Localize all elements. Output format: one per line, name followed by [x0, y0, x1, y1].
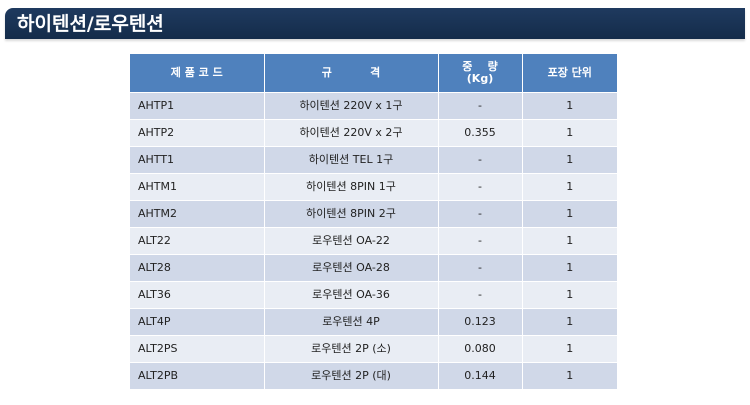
table-row: AHTP1 하이텐션 220V x 1구 -1	[130, 92, 617, 120]
cell-pack-unit: 1	[522, 362, 617, 389]
cell-product-code: AHTM1	[130, 173, 265, 201]
cell-product-code: AHTP2	[130, 119, 265, 147]
header-banner: 하이텐션/로우텐션	[0, 0, 750, 50]
table-row: AHTT1 하이텐션 TEL 1구 -1	[130, 146, 617, 174]
table-row: ALT36 로우텐션 OA-36-1	[130, 281, 617, 309]
table-row: ALT4P 로우텐션 4P 0.123 1	[130, 308, 617, 336]
header-weight-label: 중 량	[462, 60, 498, 73]
cell-weight: 0.123	[438, 308, 523, 336]
cell-pack-unit: 1	[522, 119, 617, 147]
cell-pack-unit: 1	[522, 308, 617, 336]
header-pack-unit: 포장 단위	[522, 54, 617, 93]
cell-spec: 로우텐션 2P (대)	[264, 362, 439, 389]
product-spec-table: 제 품 코 드 규 격 중 량 (Kg) 포장 단위 AHTP1 하이텐션 220…	[130, 54, 617, 389]
header-weight: 중 량 (Kg)	[438, 54, 523, 93]
cell-spec: 로우텐션 OA-36	[264, 281, 439, 309]
title-bar: 하이텐션/로우텐션	[5, 8, 745, 39]
cell-spec: 로우텐션 4P	[264, 308, 439, 336]
table-row: ALT28 로우텐션 OA-28-1	[130, 254, 617, 282]
cell-weight: 0.355	[438, 119, 523, 147]
cell-weight: -	[438, 254, 523, 282]
cell-product-code: AHTP1	[130, 92, 265, 120]
cell-pack-unit: 1	[522, 281, 617, 309]
cell-weight: -	[438, 281, 523, 309]
cell-weight: -	[438, 92, 523, 120]
cell-weight: -	[438, 173, 523, 201]
table-row: AHTM1 하이텐션 8PIN 1구 -1	[130, 173, 617, 201]
table-header-row: 제 품 코 드 규 격 중 량 (Kg) 포장 단위	[130, 54, 617, 93]
cell-pack-unit: 1	[522, 200, 617, 228]
table-row: ALT22 로우텐션 OA-22-1	[130, 227, 617, 255]
cell-pack-unit: 1	[522, 173, 617, 201]
cell-spec: 하이텐션 220V x 2구	[264, 119, 439, 147]
cell-spec: 로우텐션 OA-28	[264, 254, 439, 282]
cell-weight: -	[438, 227, 523, 255]
cell-weight: 0.080	[438, 335, 523, 363]
page-title: 하이텐션/로우텐션	[17, 13, 164, 35]
cell-weight: -	[438, 146, 523, 174]
table-row: AHTP2 하이텐션 220V x 2구 0.355 1	[130, 119, 617, 147]
cell-weight: 0.144	[438, 362, 523, 389]
cell-product-code: ALT36	[130, 281, 265, 309]
cell-spec: 하이텐션 220V x 1구	[264, 92, 439, 120]
cell-weight: -	[438, 200, 523, 228]
cell-product-code: AHTM2	[130, 200, 265, 228]
cell-product-code: ALT2PS	[130, 335, 265, 363]
cell-pack-unit: 1	[522, 254, 617, 282]
table-row: ALT2PS 로우텐션 2P (소) 0.080 1	[130, 335, 617, 363]
cell-pack-unit: 1	[522, 146, 617, 174]
cell-spec: 하이텐션 8PIN 1구	[264, 173, 439, 201]
header-weight-unit: (Kg)	[466, 72, 494, 85]
cell-spec: 하이텐션 8PIN 2구	[264, 200, 439, 228]
cell-spec: 로우텐션 OA-22	[264, 227, 439, 255]
cell-pack-unit: 1	[522, 227, 617, 255]
cell-product-code: ALT28	[130, 254, 265, 282]
header-spec: 규 격	[264, 54, 439, 93]
table-row: AHTM2 하이텐션 8PIN 2구 -1	[130, 200, 617, 228]
cell-product-code: ALT22	[130, 227, 265, 255]
cell-product-code: AHTT1	[130, 146, 265, 174]
cell-pack-unit: 1	[522, 92, 617, 120]
cell-product-code: ALT2PB	[130, 362, 265, 389]
cell-spec: 하이텐션 TEL 1구	[264, 146, 439, 174]
cell-spec: 로우텐션 2P (소)	[264, 335, 439, 363]
header-product-code: 제 품 코 드	[130, 54, 265, 93]
cell-pack-unit: 1	[522, 335, 617, 363]
table-row: ALT2PB 로우텐션 2P (대) 0.144 1	[130, 362, 617, 389]
cell-product-code: ALT4P	[130, 308, 265, 336]
